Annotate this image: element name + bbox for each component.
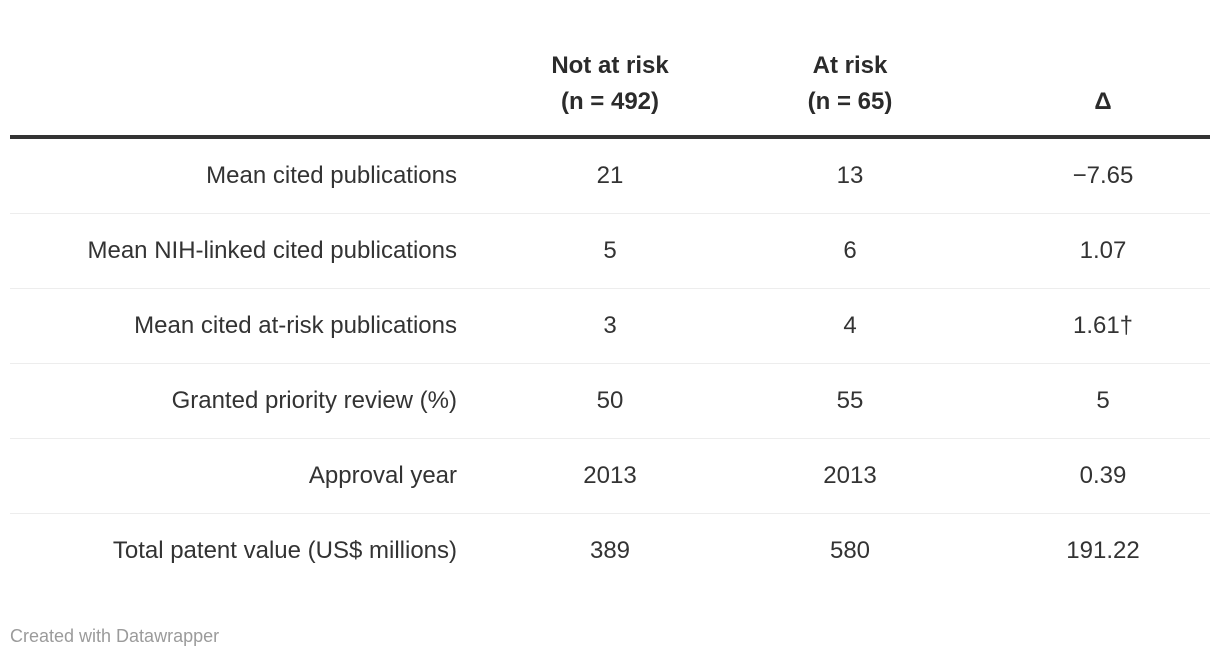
value-not-at-risk: 389 [480, 513, 740, 588]
value-delta: 5 [960, 363, 1210, 439]
datawrapper-credit-link[interactable]: Created with Datawrapper [10, 626, 220, 646]
row-label: Mean NIH-linked cited publications [10, 213, 480, 289]
value-delta: 191.22 [960, 513, 1210, 588]
value-at-risk: 2013 [740, 438, 960, 514]
value-not-at-risk: 21 [596, 162, 624, 189]
value-delta: 1.61† [960, 288, 1210, 364]
value-delta: −7.65 [1072, 162, 1134, 189]
table-row: Approval year 2013 2013 0.39 [10, 438, 1210, 514]
column-header-not-at-risk: Not at risk (n = 492) [480, 8, 740, 139]
comparison-table: Not at risk (n = 492) At risk (n = 65) Δ… [10, 8, 1210, 588]
table-row: Mean cited publications 21 13 −7.65 [10, 137, 1210, 214]
header-title: At risk [812, 52, 888, 79]
value-not-at-risk: 5 [480, 213, 740, 289]
table-row: Granted priority review (%) 50 55 5 [10, 363, 1210, 439]
header-title: Δ [1094, 88, 1112, 115]
header-subtitle: (n = 492) [560, 88, 660, 115]
table-row: Mean NIH-linked cited publications 5 6 1… [10, 213, 1210, 289]
column-header-delta: Δ [960, 8, 1210, 139]
value-at-risk: 4 [740, 288, 960, 364]
value-not-at-risk: 2013 [480, 438, 740, 514]
row-label: Mean cited publications [206, 162, 457, 189]
header-title: Not at risk [551, 52, 669, 79]
value-at-risk: 580 [740, 513, 960, 588]
value-not-at-risk: 50 [480, 363, 740, 439]
row-label: Total patent value (US$ millions) [10, 513, 480, 588]
datawrapper-table-chart: Not at risk (n = 492) At risk (n = 65) Δ… [10, 8, 1210, 588]
value-not-at-risk: 3 [480, 288, 740, 364]
row-label: Granted priority review (%) [10, 363, 480, 439]
table-header: Not at risk (n = 492) At risk (n = 65) Δ [10, 8, 1210, 139]
value-at-risk: 55 [740, 363, 960, 439]
value-delta: 0.39 [960, 438, 1210, 514]
value-at-risk: 6 [740, 213, 960, 289]
row-label: Mean cited at-risk publications [10, 288, 480, 364]
table-body: Mean cited publications 21 13 −7.65 Mean… [10, 137, 1210, 588]
column-header-at-risk: At risk (n = 65) [740, 8, 960, 139]
row-label: Approval year [10, 438, 480, 514]
value-delta: 1.07 [960, 213, 1210, 289]
column-header-empty [10, 8, 480, 139]
table-row: Mean cited at-risk publications 3 4 1.61… [10, 288, 1210, 364]
value-at-risk: 13 [836, 162, 864, 189]
header-subtitle: (n = 65) [807, 88, 893, 115]
table-row: Total patent value (US$ millions) 389 58… [10, 513, 1210, 588]
header-row: Not at risk (n = 492) At risk (n = 65) Δ [10, 8, 1210, 139]
